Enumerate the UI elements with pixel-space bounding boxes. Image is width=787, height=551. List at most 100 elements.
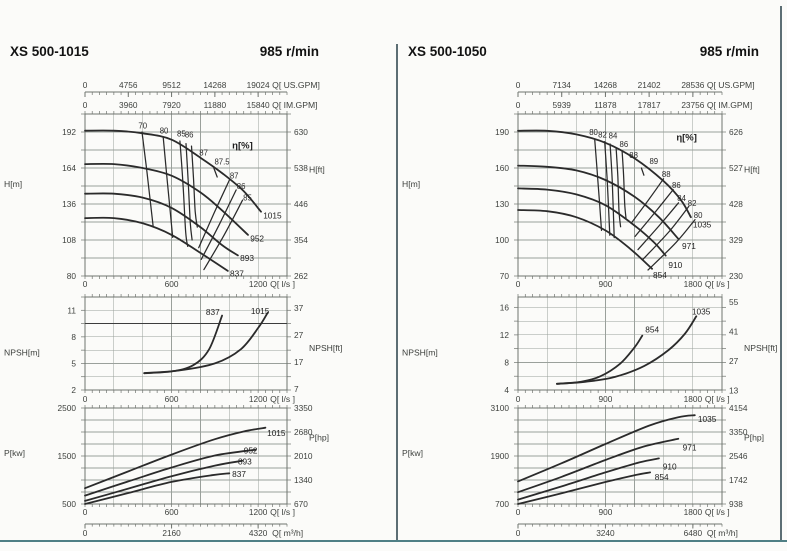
- svg-text:130: 130: [495, 199, 509, 209]
- curve-1015: [143, 312, 269, 375]
- curve-854: [517, 471, 651, 505]
- svg-text:11: 11: [67, 305, 76, 315]
- svg-text:600: 600: [165, 507, 179, 517]
- svg-text:P[kw]: P[kw]: [402, 448, 423, 458]
- svg-text:1200: 1200: [249, 394, 268, 404]
- svg-text:Q[ US.GPM]: Q[ US.GPM]: [272, 80, 320, 90]
- svg-text:1900: 1900: [491, 451, 510, 461]
- curve-label: 1035: [693, 219, 712, 229]
- curve-893: [84, 459, 244, 502]
- curve-1035: [556, 315, 698, 385]
- flow-axis-labels: 0 900 1800 Q[ l/s ]: [516, 507, 730, 517]
- minor-ticks: [81, 405, 291, 507]
- svg-text:15840: 15840: [247, 100, 270, 110]
- svg-text:14268: 14268: [594, 80, 617, 90]
- svg-text:23756: 23756: [681, 100, 704, 110]
- npsh-chart: 11 8 5 2 37 27 17 7 NPSH[m] NPSH[ft] 837 1015: [4, 294, 342, 395]
- svg-text:80: 80: [67, 271, 77, 281]
- svg-text:NPSH[m]: NPSH[m]: [4, 348, 40, 358]
- efficiency-label: 85: [177, 129, 186, 138]
- curve-label: 910: [663, 461, 677, 471]
- page-edge-line: [780, 6, 782, 541]
- svg-text:190: 190: [495, 127, 509, 137]
- efficiency-line-87.5: [213, 167, 218, 178]
- svg-text:14268: 14268: [203, 80, 226, 90]
- svg-text:6480: 6480: [684, 528, 703, 538]
- efficiency-line-86: [615, 146, 622, 228]
- svg-text:7134: 7134: [552, 80, 571, 90]
- svg-text:900: 900: [599, 394, 613, 404]
- svg-text:900: 900: [599, 507, 613, 517]
- svg-text:11878: 11878: [594, 100, 617, 110]
- curve-label: 837: [232, 469, 246, 479]
- curve-971: [517, 164, 680, 240]
- curve-854: [517, 209, 653, 270]
- curve-label: 971: [682, 241, 696, 251]
- efficiency-label: 88: [629, 151, 638, 160]
- svg-text:16: 16: [500, 302, 510, 312]
- svg-text:NPSH[ft]: NPSH[ft]: [309, 343, 342, 353]
- panel-header: XS 500-1015 985 r/min: [1, 44, 389, 62]
- svg-text:Q[ l/s ]: Q[ l/s ]: [270, 394, 295, 404]
- npsh-chart: 16 12 8 4 55 41 27 13 NPSH[m] NPSH[ft] 854 1035: [402, 294, 777, 395]
- efficiency-label: 86: [672, 181, 681, 190]
- flow-axis-labels: 0 600 1200 Q[ l/s ]: [83, 394, 295, 404]
- svg-text:Q[ IM.GPM]: Q[ IM.GPM]: [707, 100, 752, 110]
- pump-panel-left: XS 500-1015 985 r/min 0 4756 9512 14268 1902…: [1, 44, 389, 544]
- svg-text:1800: 1800: [684, 394, 703, 404]
- svg-text:500: 500: [62, 499, 76, 509]
- efficiency-label: 82: [688, 199, 697, 208]
- svg-text:9512: 9512: [162, 80, 181, 90]
- svg-text:17: 17: [294, 357, 304, 367]
- svg-text:3960: 3960: [119, 100, 138, 110]
- minor-ticks: [81, 111, 291, 279]
- flow-axis-labels: 0 900 1800 Q[ l/s ]: [516, 394, 730, 404]
- efficiency-line-88: [621, 150, 627, 220]
- efficiency-label: 84: [609, 132, 618, 141]
- svg-text:0: 0: [83, 528, 88, 538]
- efficiency-label: 89: [649, 157, 658, 166]
- svg-text:0: 0: [516, 80, 521, 90]
- svg-text:230: 230: [729, 271, 743, 281]
- gpm-axes: 0 4756 9512 14268 19024 Q[ US.GPM] 0 3960 7920 11…: [83, 80, 320, 110]
- svg-text:600: 600: [165, 394, 179, 404]
- svg-text:2680: 2680: [294, 427, 313, 437]
- curve-label: 1015: [267, 428, 286, 438]
- svg-text:0: 0: [516, 100, 521, 110]
- curve-label: 910: [668, 260, 682, 270]
- efficiency-line-86: [200, 189, 237, 260]
- svg-text:527: 527: [729, 163, 743, 173]
- svg-text:600: 600: [165, 279, 179, 289]
- svg-text:P[hp]: P[hp]: [744, 433, 764, 443]
- efficiency-label: 80: [160, 127, 169, 136]
- flow-axis-labels: 0 600 1200 Q[ l/s ]: [83, 507, 295, 517]
- svg-text:1500: 1500: [58, 451, 77, 461]
- svg-text:P[hp]: P[hp]: [309, 433, 329, 443]
- efficiency-label: 86: [620, 140, 629, 149]
- curve-label: 1035: [698, 414, 717, 424]
- efficiency-line-87: [190, 145, 198, 228]
- svg-text:2546: 2546: [729, 451, 748, 461]
- svg-text:446: 446: [294, 199, 308, 209]
- svg-text:354: 354: [294, 235, 308, 245]
- efficiency-label: 85: [243, 194, 252, 203]
- efficiency-label: 80: [589, 128, 598, 137]
- svg-text:1800: 1800: [684, 507, 703, 517]
- svg-text:136: 136: [62, 199, 76, 209]
- curve-label: 1035: [692, 306, 711, 316]
- efficiency-line-87: [198, 178, 231, 249]
- svg-text:0: 0: [516, 528, 521, 538]
- efficiency-label: 88: [662, 170, 671, 179]
- svg-text:H[ft]: H[ft]: [309, 164, 325, 174]
- svg-text:H[ft]: H[ft]: [744, 164, 760, 174]
- svg-text:1200: 1200: [249, 279, 268, 289]
- svg-text:28536: 28536: [681, 80, 704, 90]
- grid: [85, 408, 287, 504]
- curve-971: [517, 437, 680, 494]
- curve-893: [84, 192, 239, 257]
- efficiency-label: 86: [185, 131, 194, 140]
- minor-ticks: [514, 294, 726, 393]
- svg-text:0: 0: [83, 279, 88, 289]
- pump-curves-chart-left: 0 4756 9512 14268 19024 Q[ US.GPM] 0 3960 7920 11…: [4, 80, 342, 538]
- svg-text:Q[ IM.GPM]: Q[ IM.GPM]: [272, 100, 317, 110]
